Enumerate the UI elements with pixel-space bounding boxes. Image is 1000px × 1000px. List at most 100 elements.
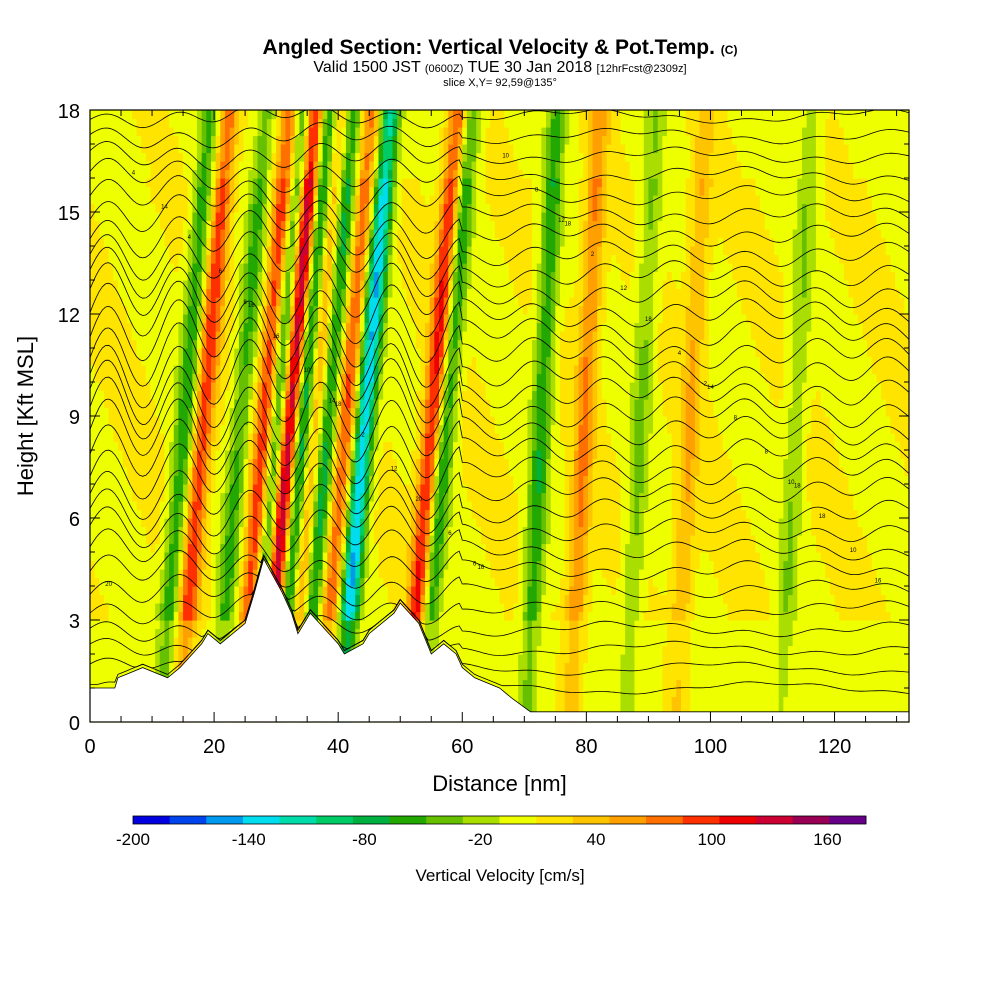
velocity-cell [117, 203, 124, 213]
velocity-cell [369, 297, 375, 307]
velocity-cell [331, 543, 338, 553]
velocity-cell [257, 331, 263, 341]
velocity-cell [294, 127, 300, 137]
velocity-cell [406, 373, 412, 383]
velocity-cell [127, 390, 133, 400]
velocity-cell [108, 263, 114, 273]
velocity-cell [90, 399, 96, 409]
velocity-cell [406, 526, 412, 536]
velocity-cell [224, 212, 231, 222]
velocity-cell [336, 203, 342, 213]
velocity-cell [201, 314, 207, 324]
velocity-cell [350, 110, 356, 120]
velocity-cell [183, 203, 189, 213]
velocity-cell [145, 654, 152, 664]
velocity-cell [331, 356, 338, 366]
velocity-cell [145, 611, 152, 621]
velocity-cell [183, 620, 189, 630]
velocity-cell [383, 288, 389, 298]
velocity-cell [224, 331, 231, 341]
velocity-cell [90, 416, 96, 426]
velocity-cell [276, 127, 282, 137]
valid-time-forecast: [12hrFcst@2309z] [596, 63, 687, 75]
velocity-cell [290, 373, 296, 383]
velocity-cell [164, 373, 170, 383]
velocity-cell [262, 450, 268, 460]
velocity-cell [234, 305, 240, 315]
velocity-cell [150, 458, 156, 468]
velocity-cell [178, 127, 184, 137]
velocity-cell [229, 509, 235, 519]
velocity-cell [299, 450, 305, 460]
velocity-cell [397, 509, 403, 519]
velocity-cell [359, 305, 366, 315]
velocity-cell [178, 237, 184, 247]
velocity-cell [145, 254, 152, 264]
velocity-cell [406, 475, 412, 485]
velocity-cell [183, 152, 189, 162]
velocity-cell [117, 229, 124, 239]
velocity-cell [178, 475, 184, 485]
velocity-cell [141, 620, 147, 630]
velocity-cell [122, 484, 128, 494]
velocity-cell [327, 322, 333, 332]
velocity-cell [192, 288, 198, 298]
velocity-cell [197, 110, 203, 120]
velocity-cell [210, 620, 217, 630]
velocity-cell [383, 195, 389, 205]
velocity-cell [164, 645, 170, 655]
velocity-cell [150, 263, 156, 273]
velocity-cell [131, 297, 138, 307]
velocity-cell [243, 203, 249, 213]
velocity-cell [341, 212, 347, 222]
velocity-cell [383, 356, 389, 366]
velocity-cell [401, 263, 408, 273]
velocity-cell [183, 603, 189, 613]
velocity-cell [336, 594, 342, 604]
velocity-cell [234, 424, 240, 434]
velocity-cell [290, 382, 296, 392]
velocity-cell [122, 280, 128, 290]
velocity-cell [224, 110, 231, 120]
velocity-cell [192, 467, 198, 477]
velocity-cell [243, 178, 249, 188]
velocity-cell [94, 229, 100, 239]
velocity-cell [331, 620, 338, 630]
velocity-cell [248, 314, 254, 324]
velocity-cell [359, 382, 366, 392]
velocity-cell [164, 246, 170, 256]
velocity-cell [210, 288, 217, 298]
velocity-cell [150, 654, 156, 664]
velocity-cell [90, 271, 96, 281]
velocity-cell [243, 118, 249, 128]
velocity-cell [206, 322, 212, 332]
velocity-cell [392, 169, 398, 179]
velocity-cell [290, 424, 296, 434]
velocity-cell [122, 628, 128, 638]
velocity-cell [392, 382, 398, 392]
velocity-cell [215, 467, 221, 477]
velocity-cell [210, 212, 217, 222]
velocity-cell [401, 331, 408, 341]
velocity-cell [136, 501, 142, 511]
velocity-cell [285, 501, 291, 511]
velocity-cell [359, 280, 366, 290]
velocity-cell [108, 382, 114, 392]
velocity-cell [141, 458, 147, 468]
velocity-cell [397, 305, 403, 315]
velocity-cell [336, 424, 342, 434]
velocity-cell [201, 399, 207, 409]
velocity-cell [159, 637, 166, 647]
velocity-cell [234, 203, 240, 213]
velocity-cell [336, 390, 342, 400]
velocity-cell [122, 305, 128, 315]
velocity-cell [127, 603, 133, 613]
velocity-cell [122, 501, 128, 511]
velocity-cell [206, 263, 212, 273]
velocity-cell [331, 110, 338, 120]
velocity-cell [401, 560, 408, 570]
velocity-cell [262, 518, 268, 528]
velocity-cell [341, 399, 347, 409]
velocity-cell [169, 509, 175, 519]
velocity-cell [327, 169, 333, 179]
